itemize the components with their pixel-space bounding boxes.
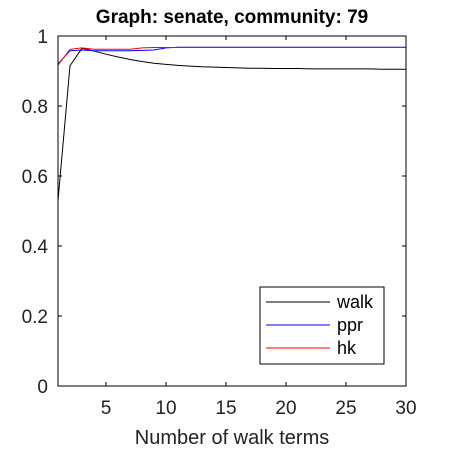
x-axis-label: Number of walk terms bbox=[135, 427, 330, 449]
x-tick-label: 25 bbox=[335, 398, 356, 419]
series-line-hk bbox=[57, 47, 406, 66]
x-tick-label: 10 bbox=[155, 398, 176, 419]
x-tick-label: 20 bbox=[275, 398, 296, 419]
y-tick-label: 1 bbox=[37, 27, 48, 48]
plot-frame bbox=[57, 35, 407, 387]
y-tick-label: 0.4 bbox=[22, 237, 49, 258]
legend-label-walk: walk bbox=[336, 292, 374, 312]
y-tick-label: 0.2 bbox=[22, 307, 48, 328]
x-tick-label: 15 bbox=[215, 398, 236, 419]
y-tick-label: 0.6 bbox=[22, 167, 48, 188]
x-tick-label: 5 bbox=[101, 398, 112, 419]
legend: walk ppr hk bbox=[259, 286, 385, 365]
legend-label-hk: hk bbox=[337, 338, 357, 358]
legend-label-ppr: ppr bbox=[337, 315, 363, 335]
series-layer bbox=[57, 46, 406, 201]
series-line-walk bbox=[57, 47, 406, 201]
axes-layer: 5 10 15 20 25 30 0 0.2 0.4 0.6 0.8 1 bbox=[22, 27, 417, 419]
y-tick-label: 0 bbox=[37, 377, 48, 398]
chart-title: Graph: senate, community: 79 bbox=[96, 7, 368, 28]
y-tick-label: 0.8 bbox=[22, 97, 48, 118]
x-tick-label: 30 bbox=[395, 398, 416, 419]
